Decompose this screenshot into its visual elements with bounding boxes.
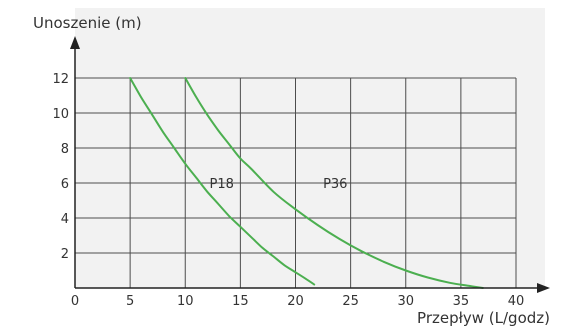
x-tick-label: 15: [232, 294, 249, 309]
x-axis-title: Przepływ (L/godz): [417, 309, 550, 327]
x-tick-label: 0: [71, 294, 79, 309]
axes: [70, 36, 550, 293]
y-tick-label: 4: [61, 212, 69, 227]
y-tick-label: 8: [61, 142, 69, 157]
x-tick-label: 40: [508, 294, 525, 309]
x-tick-label: 5: [126, 294, 134, 309]
x-axis-arrow-icon: [537, 283, 550, 293]
series-label-p18: P18: [210, 177, 234, 192]
series-labels: P18 P36: [210, 177, 348, 192]
x-tick-label: 25: [342, 294, 359, 309]
y-tick-label: 12: [52, 72, 69, 87]
series-line-p18: [129, 77, 316, 286]
series-layer: [129, 77, 484, 289]
y-axis-title: Unoszenie (m): [33, 14, 142, 32]
x-tick-label: 30: [397, 294, 414, 309]
x-tick-label: 35: [453, 294, 470, 309]
y-tick-label: 10: [52, 107, 69, 122]
y-axis-arrow-icon: [70, 36, 80, 49]
series-line-p36: [184, 77, 484, 289]
x-tick-label: 20: [287, 294, 304, 309]
y-tick-label: 6: [61, 177, 69, 192]
tick-labels: 0 5 10 15 20 25 30 35 40 2 4 6 8 10 12: [52, 72, 524, 309]
y-tick-label: 2: [61, 247, 69, 262]
x-tick-label: 10: [177, 294, 194, 309]
grid: [75, 77, 517, 288]
series-label-p36: P36: [323, 177, 347, 192]
